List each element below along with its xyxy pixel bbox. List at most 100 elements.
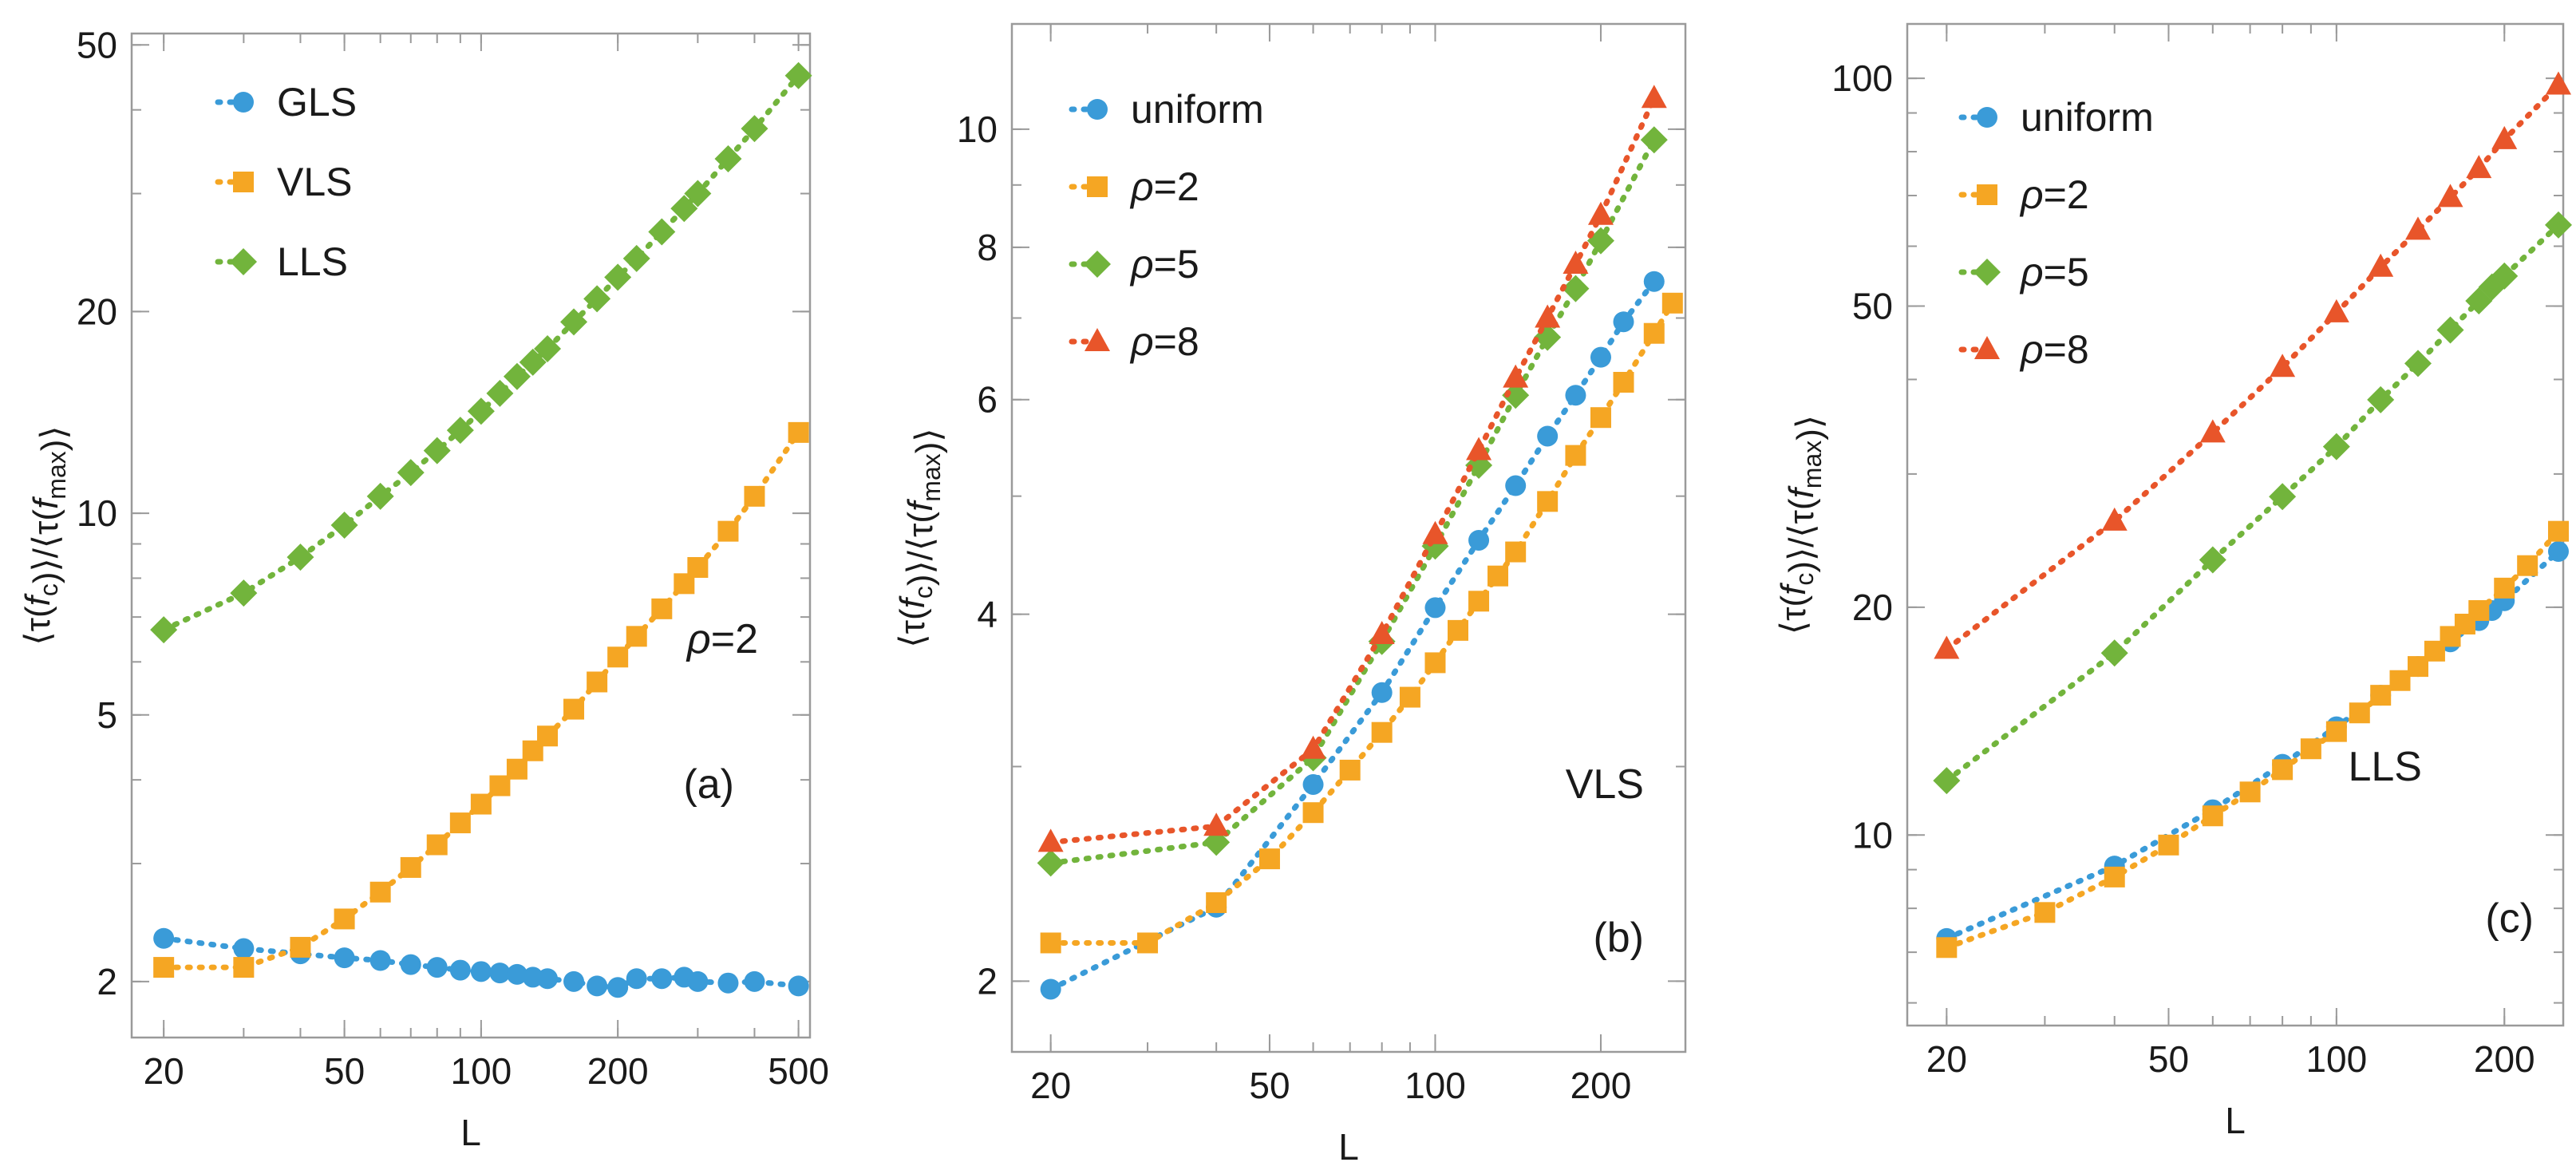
data-point (1203, 812, 1230, 836)
x-tick-label: 100 (2305, 1038, 2367, 1080)
series-ρ=2 (1936, 520, 2569, 959)
x-tick-label: 20 (1030, 1065, 1071, 1106)
legend-entry: ρ=5 (1958, 250, 2089, 294)
minor-ticks (1907, 24, 2563, 1026)
y-tick-label: 10 (1852, 814, 1893, 856)
data-point (2270, 354, 2296, 377)
data-point (670, 195, 698, 223)
data-point (626, 968, 647, 990)
data-point (330, 511, 358, 539)
data-point (1137, 932, 1159, 954)
data-point (537, 725, 559, 747)
data-point (1587, 201, 1614, 225)
data-point (446, 417, 474, 445)
data-point (651, 968, 673, 990)
x-tick-label: 20 (1926, 1038, 1967, 1080)
y-axis-label: ⟨τ(fc)⟩/⟨τ(fmax)⟩ (1774, 415, 1829, 634)
data-point (2349, 702, 2370, 724)
legend-entry: uniform (1958, 95, 2154, 140)
data-point (2202, 805, 2223, 827)
data-point (744, 485, 765, 507)
data-point (604, 263, 632, 291)
data-point (1466, 437, 1492, 461)
legend-label: uniform (1131, 87, 1264, 132)
annotation-label: LLS (2348, 744, 2422, 790)
series-line (1943, 528, 2562, 951)
y-tick-label: 4 (977, 594, 998, 635)
data-point (626, 626, 647, 647)
data-point (1206, 891, 1227, 913)
legend-marker (1977, 184, 1997, 205)
data-point (397, 459, 425, 487)
data-point (2389, 670, 2411, 691)
legend-entry: ρ=2 (1069, 164, 1199, 209)
series-ρ=5 (1933, 211, 2572, 795)
data-point (334, 908, 355, 930)
annotation-label: ρ=2 (685, 616, 758, 662)
data-point (1565, 385, 1586, 406)
legend-label: VLS (277, 160, 353, 204)
data-point (1537, 491, 1559, 512)
data-point (1613, 311, 1634, 333)
data-point (2323, 298, 2349, 322)
legend-label: ρ=8 (2019, 327, 2089, 372)
y-tick-label: 10 (957, 109, 998, 150)
data-point (587, 975, 608, 997)
legend-entry: ρ=8 (1958, 327, 2089, 372)
data-point (470, 961, 492, 982)
data-point (286, 544, 314, 571)
legend-entry: LLS (215, 239, 348, 284)
data-point (1040, 932, 1061, 954)
legend-marker (1084, 251, 1111, 278)
data-point (1302, 802, 1324, 824)
data-point (503, 362, 531, 390)
data-point (233, 957, 255, 978)
data-point (563, 970, 585, 992)
data-point (1565, 445, 1586, 466)
legend-label: ρ=5 (1129, 242, 1199, 287)
series-GLS (153, 927, 809, 998)
data-point (426, 957, 448, 978)
data-point (684, 180, 712, 208)
data-point (607, 646, 629, 668)
data-point (1661, 292, 1683, 314)
x-tick-label: 200 (2474, 1038, 2535, 1080)
data-point (1505, 541, 1527, 563)
legend-marker (233, 172, 254, 192)
data-point (1037, 849, 1065, 877)
legend-label: ρ=2 (2019, 172, 2089, 217)
data-point (486, 379, 514, 407)
minor-ticks (1012, 24, 1685, 1052)
panel-label: (b) (1593, 915, 1644, 961)
series-VLS (153, 421, 809, 978)
data-point (2466, 155, 2492, 179)
legend-label: LLS (277, 239, 348, 284)
data-point (489, 963, 511, 984)
data-point (2491, 125, 2518, 149)
data-point (741, 115, 768, 143)
data-point (1300, 735, 1326, 759)
data-point (334, 947, 355, 969)
data-point (1537, 425, 1559, 447)
chart-panel-1: 20 50 100 200 500 2 5 10 20 50 L ⟨τ(fc)⟩/⟨τ(fmax)⟩ G… (18, 24, 829, 1153)
chart-panel-3: 20 50 100 200 10 20 50 100 L ⟨τ(fc)⟩/⟨τ(fmax)⟩ uni… (1774, 22, 2572, 1141)
series-line (1943, 222, 2562, 784)
legend-label: ρ=2 (1129, 164, 1199, 209)
data-point (470, 793, 492, 815)
data-point (449, 959, 471, 981)
legend-label: ρ=5 (2019, 250, 2089, 294)
x-tick-label: 200 (1570, 1065, 1632, 1106)
data-point (1424, 597, 1446, 619)
legend-marker (233, 92, 254, 113)
data-point (2034, 902, 2056, 923)
data-point (2367, 385, 2395, 413)
data-point (1534, 323, 1562, 351)
data-point (560, 308, 588, 336)
legend-marker (1087, 99, 1108, 120)
data-point (563, 698, 585, 720)
data-point (2436, 316, 2464, 344)
data-point (1590, 346, 1611, 368)
series-line (1943, 548, 2562, 942)
legend-marker (1974, 336, 2000, 359)
